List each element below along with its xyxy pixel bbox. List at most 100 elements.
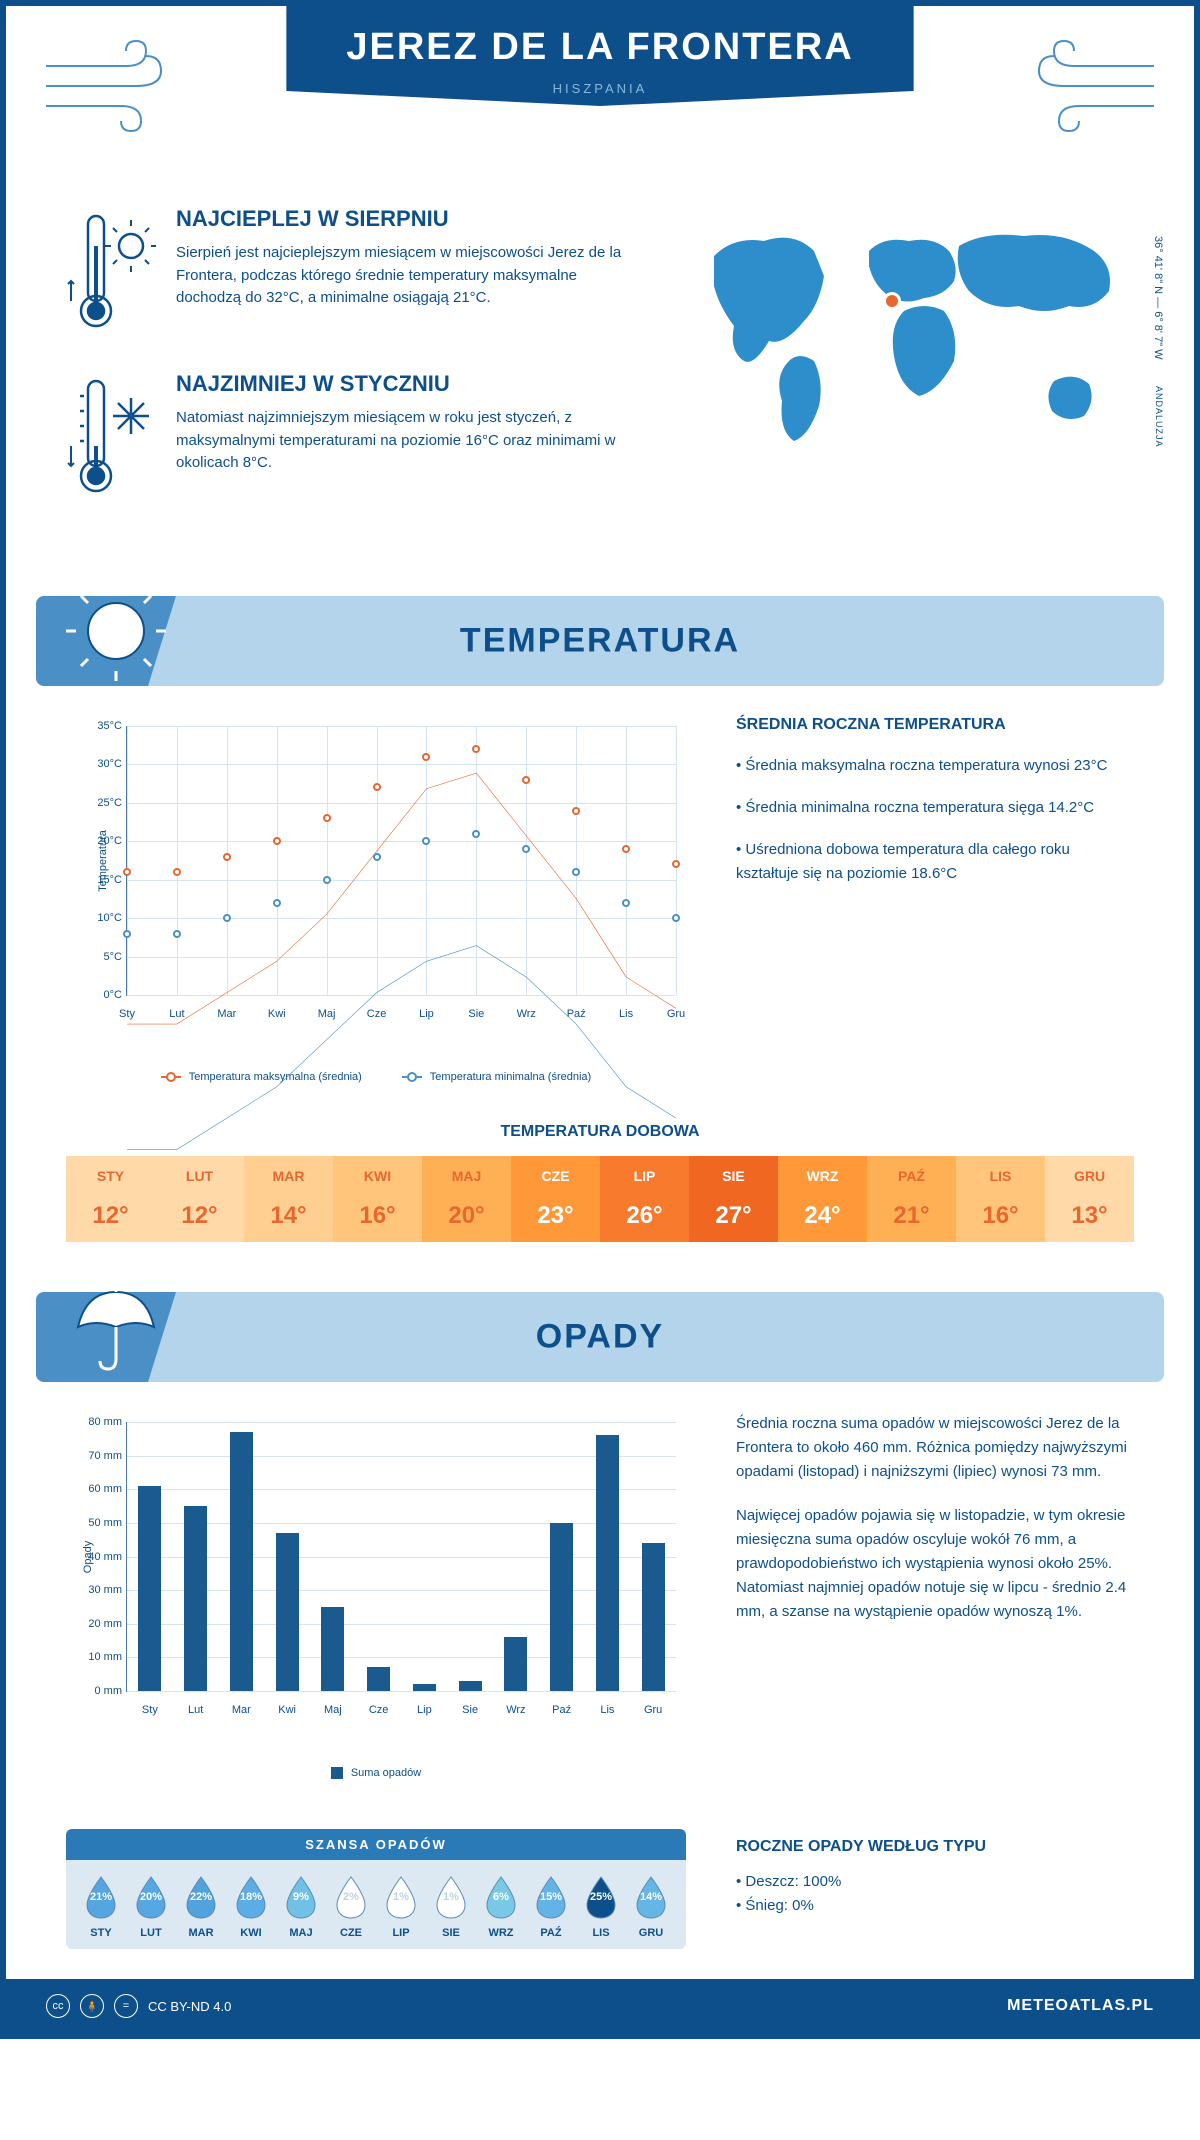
page-subtitle: HISZPANIA (346, 81, 853, 96)
daily-temp-value: 16° (333, 1184, 422, 1230)
header: JEREZ DE LA FRONTERA HISZPANIA (6, 6, 1194, 206)
chance-cell: 22% MAR (176, 1875, 226, 1939)
chance-month-label: WRZ (476, 1927, 526, 1939)
precipitation-title: OPADY (536, 1318, 664, 1357)
y-tick-label: 40 mm (87, 1551, 122, 1563)
precip-legend-label: Suma opadów (351, 1767, 421, 1779)
temperature-title: TEMPERATURA (460, 622, 740, 661)
precip-p2: Najwięcej opadów pojawia się w listopadz… (736, 1504, 1134, 1624)
daily-temp-title: TEMPERATURA DOBOWA (6, 1123, 1194, 1141)
daily-temp-cell: LIS16° (956, 1156, 1045, 1242)
daily-temp-value: 16° (956, 1184, 1045, 1230)
daily-temp-cell: LUT12° (155, 1156, 244, 1242)
chance-value: 2% (343, 1891, 359, 1903)
chance-value: 20% (140, 1891, 162, 1903)
chance-value: 14% (640, 1891, 662, 1903)
x-tick-label: Gru (644, 1704, 662, 1716)
x-tick-label: Lis (600, 1704, 614, 1716)
site-name: METEOATLAS.PL (1007, 1997, 1154, 2015)
daily-month-label: PAŹ (867, 1168, 956, 1184)
temp-info-title: ŚREDNIA ROCZNA TEMPERATURA (736, 716, 1134, 734)
umbrella-icon (66, 1277, 166, 1377)
temp-info-item: Uśredniona dobowa temperatura dla całego… (736, 838, 1134, 886)
precip-bar (459, 1681, 482, 1691)
chance-month-label: PAŹ (526, 1927, 576, 1939)
chance-cell: 1%LIP (376, 1875, 426, 1939)
sun-icon (66, 581, 166, 681)
precip-bar (138, 1486, 161, 1691)
daily-temp-value: 24° (778, 1184, 867, 1230)
intro-section: NAJCIEPLEJ W SIERPNIU Sierpień jest najc… (6, 206, 1194, 576)
wind-decoration-right (1014, 36, 1164, 136)
y-tick-label: 30°C (87, 758, 122, 770)
y-tick-label: 10°C (87, 912, 122, 924)
precip-type-title: ROCZNE OPADY WEDŁUG TYPU (736, 1834, 1134, 1860)
daily-temp-cell: WRZ24° (778, 1156, 867, 1242)
daily-month-label: LIS (956, 1168, 1045, 1184)
x-tick-label: Lip (419, 1008, 434, 1020)
cold-text: Natomiast najzimniejszym miesiącem w rok… (176, 407, 634, 475)
hot-title: NAJCIEPLEJ W SIERPNIU (176, 206, 634, 232)
precip-type-item: Deszcz: 100% (736, 1870, 1134, 1894)
nd-icon: = (114, 1994, 138, 2018)
chance-month-label: MAR (176, 1927, 226, 1939)
by-icon: 🧍 (80, 1994, 104, 2018)
daily-temp-table: STY12°LUT12°MAR14°KWI16°MAJ20°CZE23°LIP2… (66, 1156, 1134, 1242)
x-tick-label: Paź (567, 1008, 586, 1020)
y-tick-label: 60 mm (87, 1483, 122, 1495)
y-tick-label: 80 mm (87, 1416, 122, 1428)
y-tick-label: 0°C (87, 989, 122, 1001)
x-tick-label: Maj (324, 1704, 342, 1716)
daily-month-label: MAJ (422, 1168, 511, 1184)
precipitation-chart: Opady 0 mm10 mm20 mm30 mm40 mm50 mm60 mm… (66, 1412, 686, 1779)
chance-value: 1% (443, 1891, 459, 1903)
y-tick-label: 20 mm (87, 1618, 122, 1630)
wind-decoration-left (36, 36, 186, 136)
x-tick-label: Lut (169, 1008, 184, 1020)
daily-temp-value: 14° (244, 1184, 333, 1230)
daily-temp-value: 20° (422, 1184, 511, 1230)
world-map-icon (674, 206, 1134, 466)
temperature-chart: Temperatura 0°C5°C10°C15°C20°C25°C30°C35… (66, 716, 686, 1083)
precip-bar (642, 1543, 665, 1691)
temperature-legend: Temperatura maksymalna (średnia) Tempera… (66, 1071, 686, 1083)
temperature-section-header: TEMPERATURA (36, 596, 1164, 686)
daily-month-label: WRZ (778, 1168, 867, 1184)
daily-month-label: LUT (155, 1168, 244, 1184)
daily-temp-value: 13° (1045, 1184, 1134, 1230)
chance-value: 6% (493, 1891, 509, 1903)
daily-month-label: GRU (1045, 1168, 1134, 1184)
chance-value: 15% (540, 1891, 562, 1903)
cold-block: NAJZIMNIEJ W STYCZNIU Natomiast najzimni… (66, 371, 634, 506)
temp-info-item: Średnia maksymalna roczna temperatura wy… (736, 754, 1134, 778)
chance-month-label: GRU (626, 1927, 676, 1939)
y-tick-label: 0 mm (87, 1685, 122, 1697)
x-tick-label: Sie (468, 1008, 484, 1020)
page-title: JEREZ DE LA FRONTERA (346, 26, 853, 69)
chance-cell: 20%LUT (126, 1875, 176, 1939)
x-tick-label: Lut (188, 1704, 203, 1716)
y-tick-label: 35°C (87, 720, 122, 732)
y-tick-label: 5°C (87, 951, 122, 963)
daily-temp-value: 23° (511, 1184, 600, 1230)
y-tick-label: 20°C (87, 835, 122, 847)
daily-temp-cell: MAJ20° (422, 1156, 511, 1242)
x-tick-label: Lip (417, 1704, 432, 1716)
chance-cell: 9%MAJ (276, 1875, 326, 1939)
precip-bar (367, 1667, 390, 1691)
chance-value: 1% (393, 1891, 409, 1903)
chance-cell: 2%CZE (326, 1875, 376, 1939)
chance-value: 22% (190, 1891, 212, 1903)
precip-bar (550, 1523, 573, 1691)
daily-temp-cell: GRU13° (1045, 1156, 1134, 1242)
thermometer-hot-icon (66, 206, 156, 341)
chance-cell: 18%KWI (226, 1875, 276, 1939)
y-tick-label: 15°C (87, 874, 122, 886)
legend-max-label: Temperatura maksymalna (średnia) (189, 1071, 362, 1083)
precip-bar (184, 1506, 207, 1691)
precipitation-info: Średnia roczna suma opadów w miejscowośc… (736, 1412, 1134, 1779)
daily-temp-cell: CZE23° (511, 1156, 600, 1242)
precipitation-chance: SZANSA OPADÓW 21%STY20%LUT22%MAR18%KWI9%… (66, 1829, 686, 1949)
precip-p1: Średnia roczna suma opadów w miejscowośc… (736, 1412, 1134, 1484)
chance-month-label: KWI (226, 1927, 276, 1939)
